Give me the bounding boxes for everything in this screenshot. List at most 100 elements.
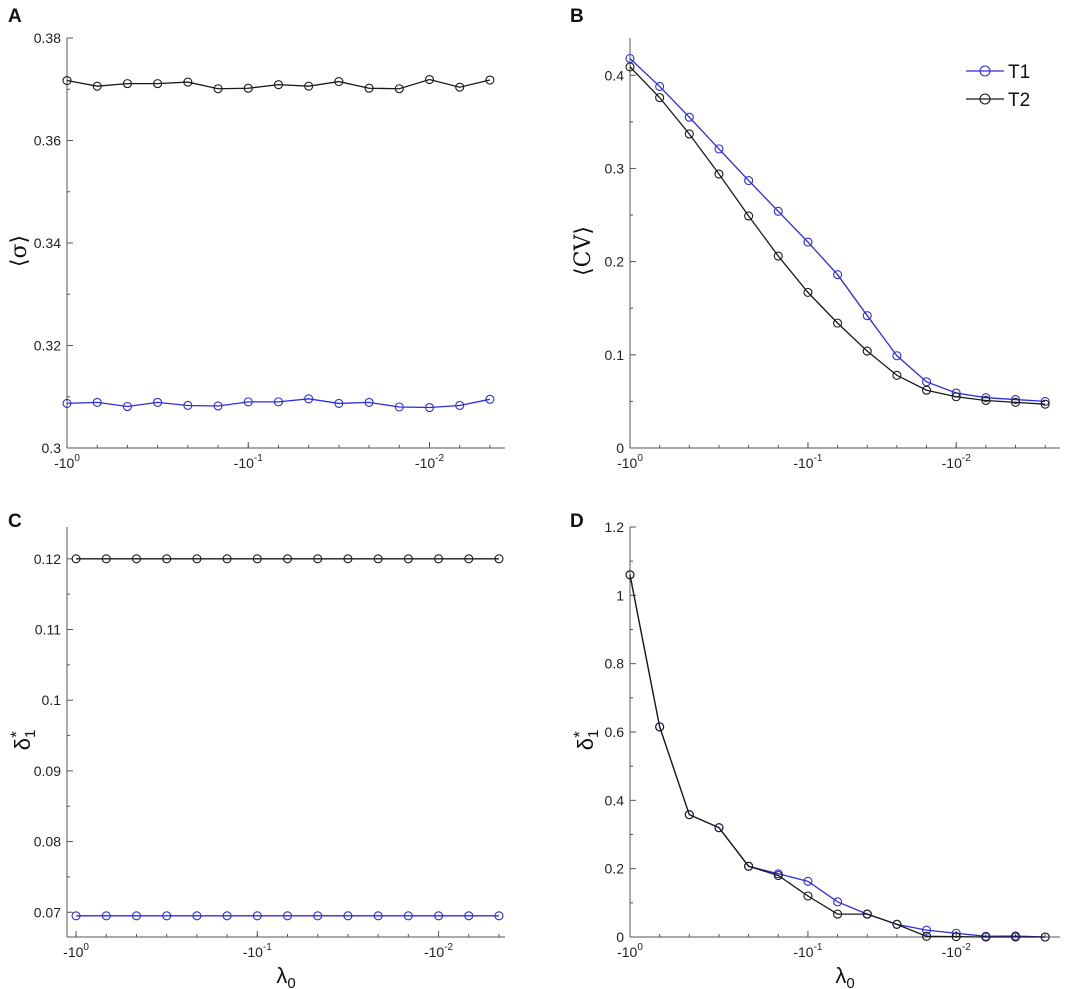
data-point bbox=[192, 554, 202, 564]
data-point bbox=[122, 79, 132, 89]
x-tick-label: -10-1 bbox=[243, 942, 273, 960]
x-tick-exponent: -2 bbox=[962, 453, 971, 464]
x-tick-label: -100 bbox=[617, 942, 643, 960]
x-tick-base: -10 bbox=[617, 455, 637, 471]
data-point bbox=[282, 554, 293, 564]
data-point bbox=[803, 891, 813, 901]
x-tick-exponent: -1 bbox=[254, 453, 263, 464]
data-point bbox=[343, 911, 353, 921]
y-axis-label: δ1* bbox=[570, 730, 602, 751]
x-tick-exponent: -2 bbox=[962, 942, 971, 953]
data-point bbox=[313, 911, 323, 921]
data-point bbox=[803, 237, 813, 247]
data-point bbox=[334, 77, 344, 87]
data-point bbox=[343, 554, 353, 564]
data-point bbox=[364, 397, 374, 407]
x-tick-label: -10-2 bbox=[415, 453, 445, 471]
x-tick-label: -10-2 bbox=[942, 453, 972, 471]
data-point bbox=[304, 394, 314, 404]
series-t1 bbox=[625, 53, 1050, 406]
data-point bbox=[153, 397, 163, 407]
data-point bbox=[433, 911, 444, 921]
y-tick-label: 0.4 bbox=[605, 792, 625, 808]
data-point bbox=[625, 570, 635, 580]
data-point bbox=[373, 911, 383, 921]
series-line bbox=[66, 398, 491, 409]
y-tick-label: 0.09 bbox=[34, 763, 61, 779]
data-point bbox=[273, 397, 283, 407]
panel-letter: B bbox=[570, 6, 584, 27]
y-tick-label: 0.1 bbox=[605, 347, 625, 363]
data-point bbox=[485, 394, 495, 404]
x-tick-base: -10 bbox=[234, 455, 254, 471]
data-point bbox=[243, 83, 253, 93]
data-point bbox=[455, 400, 465, 411]
x-tick-base: -10 bbox=[793, 944, 813, 960]
data-point bbox=[981, 393, 991, 403]
x-tick-exponent: 0 bbox=[74, 453, 80, 464]
y-tick-label: 0.38 bbox=[34, 30, 61, 46]
data-point bbox=[684, 112, 694, 122]
data-point bbox=[684, 129, 694, 139]
x-tick-exponent: -1 bbox=[814, 453, 823, 464]
series-t2 bbox=[625, 62, 1050, 409]
y-tick-label: 0.08 bbox=[34, 834, 61, 850]
series-line bbox=[629, 58, 1046, 403]
y-tick-label: 0.36 bbox=[34, 133, 61, 149]
data-point bbox=[101, 911, 111, 921]
y-axis-label: δ1* bbox=[7, 730, 39, 751]
panel-letter: A bbox=[8, 6, 22, 27]
series-line bbox=[66, 78, 491, 90]
data-point bbox=[464, 554, 474, 564]
data-point bbox=[92, 397, 102, 407]
x-tick-base: -10 bbox=[617, 944, 637, 960]
data-point bbox=[222, 554, 232, 564]
y-axis-label: ⟨σ⟩ bbox=[7, 235, 32, 267]
data-point bbox=[1010, 394, 1021, 405]
data-point bbox=[892, 370, 902, 380]
data-point bbox=[655, 93, 665, 103]
data-point bbox=[684, 810, 694, 820]
x-axis-label: λ0 bbox=[276, 963, 295, 989]
data-point bbox=[1040, 396, 1050, 406]
data-point bbox=[252, 911, 262, 921]
x-tick-base: -10 bbox=[942, 455, 962, 471]
data-point bbox=[1040, 399, 1050, 409]
data-point bbox=[183, 77, 193, 87]
panel-c: C0.070.080.090.10.110.12-100 -10-1 -10-2δ1… bbox=[7, 511, 505, 989]
data-point bbox=[71, 554, 81, 564]
data-point bbox=[304, 81, 314, 91]
x-tick-exponent: -2 bbox=[435, 453, 444, 464]
x-tick-label: -10-1 bbox=[793, 942, 823, 960]
x-tick-exponent: 0 bbox=[83, 942, 89, 953]
data-point bbox=[625, 62, 635, 72]
data-point bbox=[464, 911, 474, 921]
data-point bbox=[334, 398, 344, 408]
data-point bbox=[862, 909, 872, 919]
y-tick-label: 0.3 bbox=[42, 440, 62, 456]
data-point bbox=[273, 80, 283, 90]
x-tick-exponent: 0 bbox=[637, 942, 643, 953]
data-point bbox=[714, 169, 724, 179]
data-point bbox=[403, 911, 413, 921]
x-tick-exponent: -2 bbox=[444, 942, 453, 953]
data-point bbox=[922, 931, 932, 941]
series-t1 bbox=[71, 911, 504, 921]
data-point bbox=[951, 392, 961, 402]
data-point bbox=[62, 398, 72, 408]
series-t1 bbox=[625, 570, 1050, 942]
x-tick-base: -10 bbox=[424, 944, 444, 960]
data-point bbox=[183, 400, 193, 411]
panel-letter: D bbox=[570, 511, 584, 532]
y-tick-label: 0.07 bbox=[34, 904, 61, 920]
y-tick-label: 0.32 bbox=[34, 338, 61, 354]
y-tick-label: 0 bbox=[616, 440, 624, 456]
data-point bbox=[394, 84, 404, 94]
legend-label: T2 bbox=[1008, 90, 1030, 111]
x-tick-label: -100 bbox=[54, 453, 80, 471]
data-point bbox=[213, 401, 223, 411]
panel-letter: C bbox=[8, 511, 22, 532]
data-point bbox=[892, 919, 902, 929]
data-point bbox=[922, 377, 932, 387]
data-point bbox=[455, 82, 465, 92]
